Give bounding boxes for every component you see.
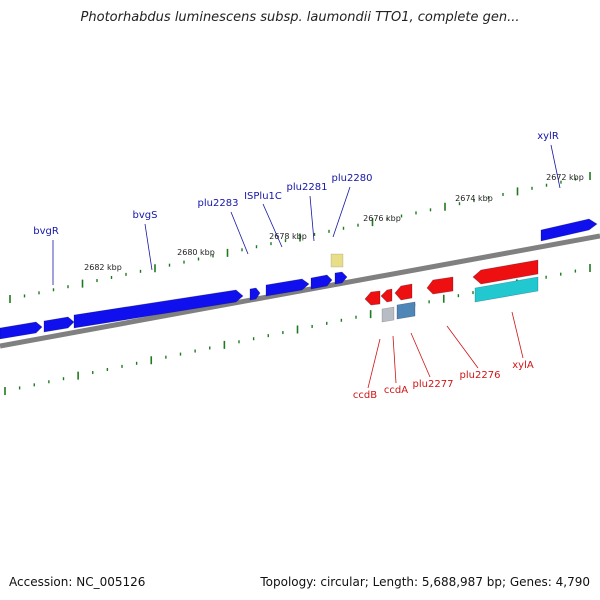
gene-arrow — [73, 289, 244, 329]
gene-label: bvgR — [33, 226, 59, 237]
gene-arrow — [249, 287, 261, 301]
leader-line — [511, 311, 524, 359]
gene-arrow — [265, 278, 310, 297]
gene-label: bvgS — [133, 210, 158, 221]
gene-label: plu2280 — [332, 173, 373, 184]
gene-arrow — [334, 271, 348, 285]
gene-block — [381, 306, 395, 323]
outer-ticks — [9, 172, 591, 303]
kbp-label: 2672 kbp — [546, 173, 584, 182]
gene-label: xylA — [512, 360, 534, 371]
gene-arrow — [0, 321, 43, 340]
gene-arrow — [380, 288, 393, 303]
leader-line — [332, 186, 351, 238]
label-leaders — [52, 144, 561, 389]
gene-labels: bvgR bvgS plu2283 ISPlu1C plu2281 plu2280 xylR… — [33, 131, 559, 401]
leader-line — [144, 223, 153, 271]
leader-line — [262, 203, 283, 248]
gene-arrow — [540, 218, 598, 242]
gene-arrow — [364, 290, 381, 306]
accession-text: Accession: NC_005126 — [9, 575, 146, 589]
kbp-label: 2674 kbp — [455, 194, 493, 203]
rrna-feature — [330, 253, 344, 268]
gene-arrow — [426, 276, 454, 295]
gene-label: ccdB — [353, 390, 377, 401]
gene-block — [396, 301, 416, 320]
leader-line — [446, 325, 479, 369]
gene-label: plu2281 — [287, 182, 328, 193]
genome-summary: Topology: circular; Length: 5,688,987 bp… — [260, 575, 590, 589]
leader-line — [550, 144, 561, 189]
gene-label: plu2277 — [413, 379, 454, 390]
leader-line — [392, 335, 397, 384]
gene-label: plu2283 — [198, 198, 239, 209]
gene-label: xylR — [537, 131, 559, 142]
gene-arrow — [310, 274, 333, 290]
leader-line — [309, 195, 315, 242]
gene-block — [474, 276, 539, 303]
gene-label: plu2276 — [460, 370, 501, 381]
leader-line — [410, 332, 431, 378]
gene-label: ISPlu1C — [244, 191, 282, 202]
map-title: Photorhabdus luminescens subsp. laumondi… — [80, 10, 520, 25]
genome-backbone — [0, 233, 600, 349]
kbp-label: 2682 kbp — [84, 263, 122, 272]
leader-line — [367, 338, 381, 389]
gene-arrow — [394, 283, 413, 301]
kbp-label: 2676 kbp — [363, 214, 401, 223]
gene-arrow — [472, 259, 539, 285]
leader-line — [230, 211, 249, 255]
kbp-labels: 2682 kbp 2680 kbp 2678 kbp 2676 kbp 2674 kbp… — [84, 173, 584, 272]
kbp-label: 2680 kbp — [177, 248, 215, 257]
kbp-label: 2678 kbp — [269, 232, 307, 241]
gene-label: ccdA — [384, 385, 408, 396]
gene-features — [0, 218, 598, 340]
gene-arrow — [43, 316, 75, 333]
